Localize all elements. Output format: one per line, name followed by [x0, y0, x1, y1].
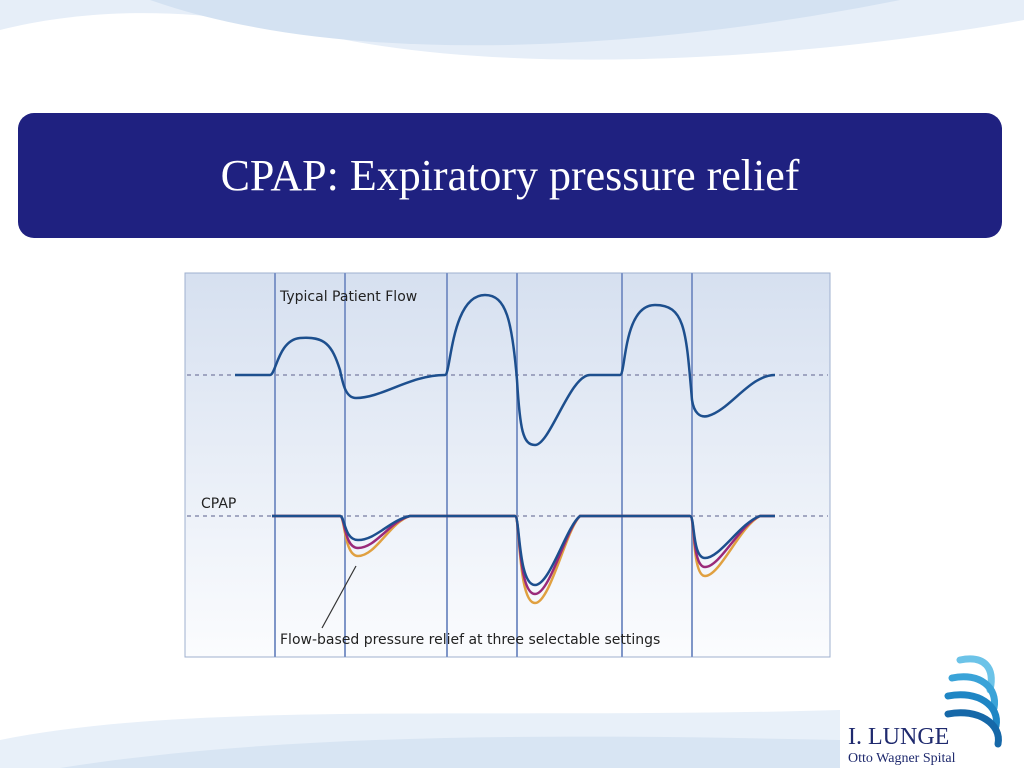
bottom-swoosh	[60, 736, 840, 768]
cpap-label: CPAP	[201, 496, 236, 512]
cpap-curve	[272, 514, 775, 587]
pointer	[321, 565, 357, 629]
top-swoosh	[150, 0, 900, 46]
logo-name: I. LUNGE	[848, 724, 949, 750]
figure: Typical Patient Flow CPAP Flow-based pre…	[184, 272, 831, 658]
flow-curve	[235, 293, 776, 447]
title-bar: CPAP: Expiratory pressure relief	[18, 113, 1002, 238]
figure-frame	[184, 272, 831, 658]
logo-subtitle: Otto Wagner Spital	[848, 751, 956, 766]
flow-label: Typical Patient Flow	[279, 289, 417, 305]
phase-lines	[274, 273, 693, 657]
slide-title: CPAP: Expiratory pressure relief	[220, 151, 800, 200]
logo-waves	[944, 655, 1002, 748]
logo: I. LUNGE Otto Wagner Spital	[848, 655, 1002, 766]
relief-setting-2	[272, 514, 775, 596]
relief-setting-3	[272, 514, 775, 605]
relief-label: Flow-based pressure relief at three sele…	[280, 632, 660, 648]
